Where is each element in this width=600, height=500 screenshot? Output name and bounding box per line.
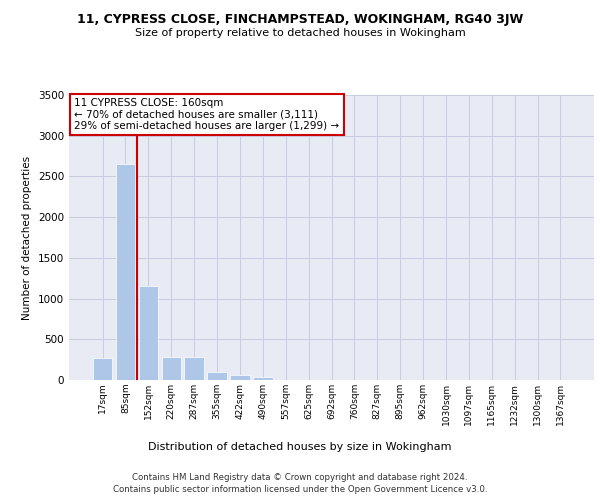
Bar [116,164,135,380]
Text: 11 CYPRESS CLOSE: 160sqm
← 70% of detached houses are smaller (3,111)
29% of sem: 11 CYPRESS CLOSE: 160sqm ← 70% of detach… [74,98,340,131]
Text: Distribution of detached houses by size in Wokingham: Distribution of detached houses by size … [148,442,452,452]
Bar [184,357,204,380]
Bar [253,377,272,380]
Bar [208,372,227,380]
Text: Contains HM Land Registry data © Crown copyright and database right 2024.: Contains HM Land Registry data © Crown c… [132,472,468,482]
Text: 11, CYPRESS CLOSE, FINCHAMPSTEAD, WOKINGHAM, RG40 3JW: 11, CYPRESS CLOSE, FINCHAMPSTEAD, WOKING… [77,12,523,26]
Bar [139,286,158,380]
Text: Size of property relative to detached houses in Wokingham: Size of property relative to detached ho… [134,28,466,38]
Bar [230,375,250,380]
Bar [93,358,112,380]
Text: Contains public sector information licensed under the Open Government Licence v3: Contains public sector information licen… [113,485,487,494]
Y-axis label: Number of detached properties: Number of detached properties [22,156,32,320]
Bar [161,357,181,380]
